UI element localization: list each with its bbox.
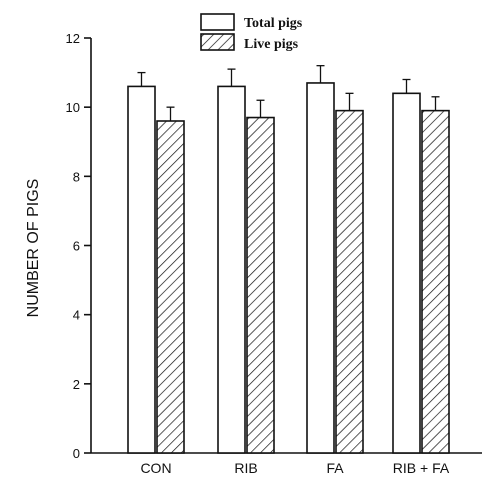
x-tick-label-3: RIB + FA — [393, 460, 450, 476]
legend-label-live: Live pigs — [244, 37, 299, 52]
x-tick-label-0: CON — [140, 460, 171, 476]
bar-total-3 — [392, 92, 421, 454]
y-tick-label-4: 8 — [73, 169, 80, 184]
x-tick-label-1: RIB — [234, 460, 257, 476]
y-tick-label-3: 6 — [73, 239, 80, 254]
bars — [127, 65, 450, 454]
bar-total-2 — [306, 82, 335, 454]
bar-live-1 — [246, 116, 275, 454]
y-axis-label: NUMBER OF PIGS — [25, 179, 42, 318]
axes: 0 2 4 6 8 10 12 — [66, 31, 482, 461]
legend-swatch-live — [200, 33, 235, 51]
y-tick-label-5: 10 — [66, 100, 80, 115]
bar-live-0 — [156, 120, 185, 454]
x-tick-label-2: FA — [326, 460, 344, 476]
x-tick-labels: CON RIB FA RIB + FA — [140, 460, 449, 476]
bar-live-3 — [421, 109, 450, 454]
bar-live-2 — [335, 109, 364, 454]
y-tick-label-0: 0 — [73, 446, 80, 461]
bar-total-1 — [217, 85, 246, 454]
bar-total-0 — [127, 85, 156, 454]
y-tick-label-2: 4 — [73, 308, 80, 323]
legend: Total pigs Live pigs — [200, 13, 303, 52]
legend-label-total: Total pigs — [244, 16, 303, 31]
y-tick-label-6: 12 — [66, 31, 80, 46]
legend-swatch-total — [200, 13, 235, 31]
y-tick-label-1: 2 — [73, 377, 80, 392]
